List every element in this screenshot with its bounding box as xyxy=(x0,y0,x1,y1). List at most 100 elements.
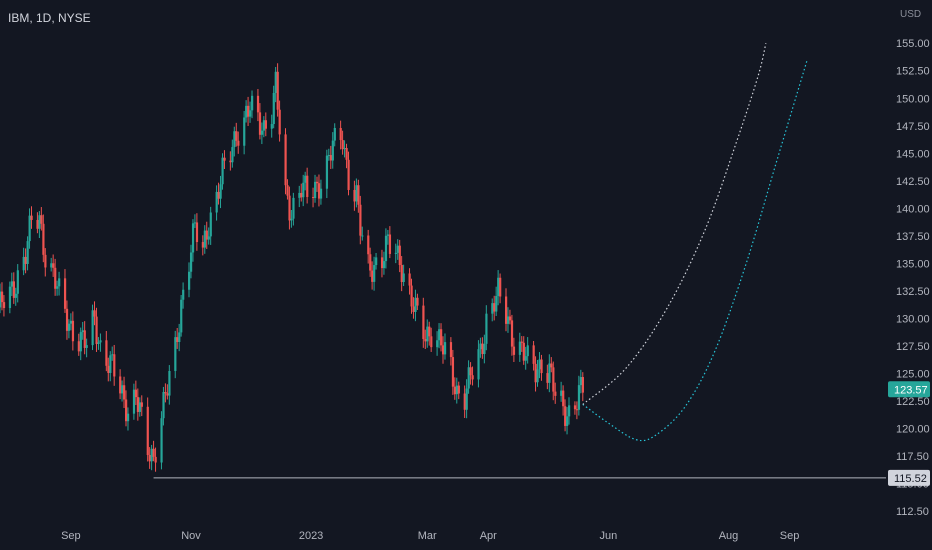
candle-body xyxy=(123,385,126,400)
candle-body xyxy=(508,316,512,321)
candle-body xyxy=(333,127,336,141)
candle-body xyxy=(38,215,41,229)
candle-body xyxy=(581,377,584,393)
x-tick-label: Mar xyxy=(418,530,437,542)
candle-body xyxy=(209,212,212,237)
candle-body xyxy=(136,397,140,412)
candle-body xyxy=(575,409,579,411)
y-tick-label: 147.50 xyxy=(896,121,930,133)
candle-body xyxy=(178,332,181,343)
candle-body xyxy=(119,376,122,394)
candle-body xyxy=(91,310,94,346)
last-price-tag: 123.57 xyxy=(888,381,930,398)
candle-body xyxy=(465,388,468,410)
candle-body xyxy=(343,148,346,150)
candle-body xyxy=(520,341,523,343)
candle-body xyxy=(371,270,374,282)
candle-body xyxy=(331,140,334,161)
candle-body xyxy=(300,192,303,198)
candle-body xyxy=(491,303,494,314)
candle-body xyxy=(12,281,15,298)
candle-body xyxy=(315,181,319,184)
candle-body xyxy=(481,343,484,355)
candle-body xyxy=(58,278,61,287)
candle-body xyxy=(416,297,419,306)
candle-body xyxy=(256,95,260,113)
candle-body xyxy=(243,117,246,146)
candle-body xyxy=(463,393,466,410)
candle-body xyxy=(233,131,236,148)
candle-body xyxy=(44,254,47,268)
last-price-tag-bg xyxy=(888,381,930,398)
candle-body xyxy=(14,293,17,298)
candle-body xyxy=(288,195,291,221)
candle-body xyxy=(325,155,329,189)
plot-area[interactable] xyxy=(0,43,886,479)
candle-body xyxy=(168,370,171,396)
candle-body xyxy=(306,175,309,197)
candle-body xyxy=(438,329,441,341)
candle-body xyxy=(203,230,206,248)
candle-body xyxy=(495,296,498,312)
candle-body xyxy=(319,188,323,199)
x-tick-label: Jun xyxy=(600,530,618,542)
candle-body xyxy=(93,310,96,317)
candle-body xyxy=(532,345,535,364)
candle-body xyxy=(345,148,348,160)
candle-body xyxy=(152,448,155,457)
support-price-tag-bg xyxy=(888,469,930,486)
candle-body xyxy=(221,157,224,185)
candle-body xyxy=(554,391,557,396)
candle-body xyxy=(361,235,364,237)
candle-body xyxy=(428,326,431,337)
support-price-label: 115.52 xyxy=(894,473,927,485)
candle-body xyxy=(42,223,45,255)
candle-body xyxy=(154,456,157,463)
y-tick-label: 122.50 xyxy=(896,396,930,408)
candle-body xyxy=(10,281,14,287)
candle-body xyxy=(52,263,55,268)
x-tick-label: 2023 xyxy=(299,530,323,542)
candle-body xyxy=(105,340,108,366)
candle-body xyxy=(231,147,234,163)
candle-body xyxy=(40,215,43,224)
candle-body xyxy=(264,120,267,129)
candle-body xyxy=(410,285,413,307)
candle-body xyxy=(274,71,277,93)
candle-body xyxy=(506,316,510,324)
candle-body xyxy=(125,399,128,422)
candle-body xyxy=(367,235,370,255)
candle-body xyxy=(262,120,266,131)
time-axis[interactable]: Sep Nov 2023 Mar Apr Jun Aug Sep xyxy=(61,530,799,542)
candle-body xyxy=(546,373,549,383)
candle-body xyxy=(99,340,102,343)
x-tick-label: Sep xyxy=(780,530,800,542)
projection-curve-white xyxy=(582,43,767,405)
candle-body xyxy=(524,356,527,361)
candle-body xyxy=(522,342,525,361)
candle-body xyxy=(550,363,553,368)
candle-body xyxy=(166,393,169,396)
candle-body xyxy=(412,306,415,312)
candle-body xyxy=(207,236,210,240)
candle-body xyxy=(95,316,98,344)
candle-body xyxy=(442,345,445,355)
candle-body xyxy=(396,245,399,253)
candle-body xyxy=(237,140,240,146)
candle-body xyxy=(290,218,293,221)
candle-body xyxy=(174,337,177,371)
candle-body xyxy=(339,127,342,141)
candle-body xyxy=(510,320,514,347)
candle-body xyxy=(191,223,195,253)
candle-body xyxy=(160,418,163,463)
candle-body xyxy=(552,367,555,392)
candle-body xyxy=(400,265,403,283)
candle-body xyxy=(380,257,384,269)
candle-body xyxy=(518,341,521,355)
y-tick-label: 127.50 xyxy=(896,341,930,353)
y-tick-label: 142.50 xyxy=(896,176,930,188)
candle-body xyxy=(205,230,208,240)
x-tick-label: Nov xyxy=(181,530,201,542)
